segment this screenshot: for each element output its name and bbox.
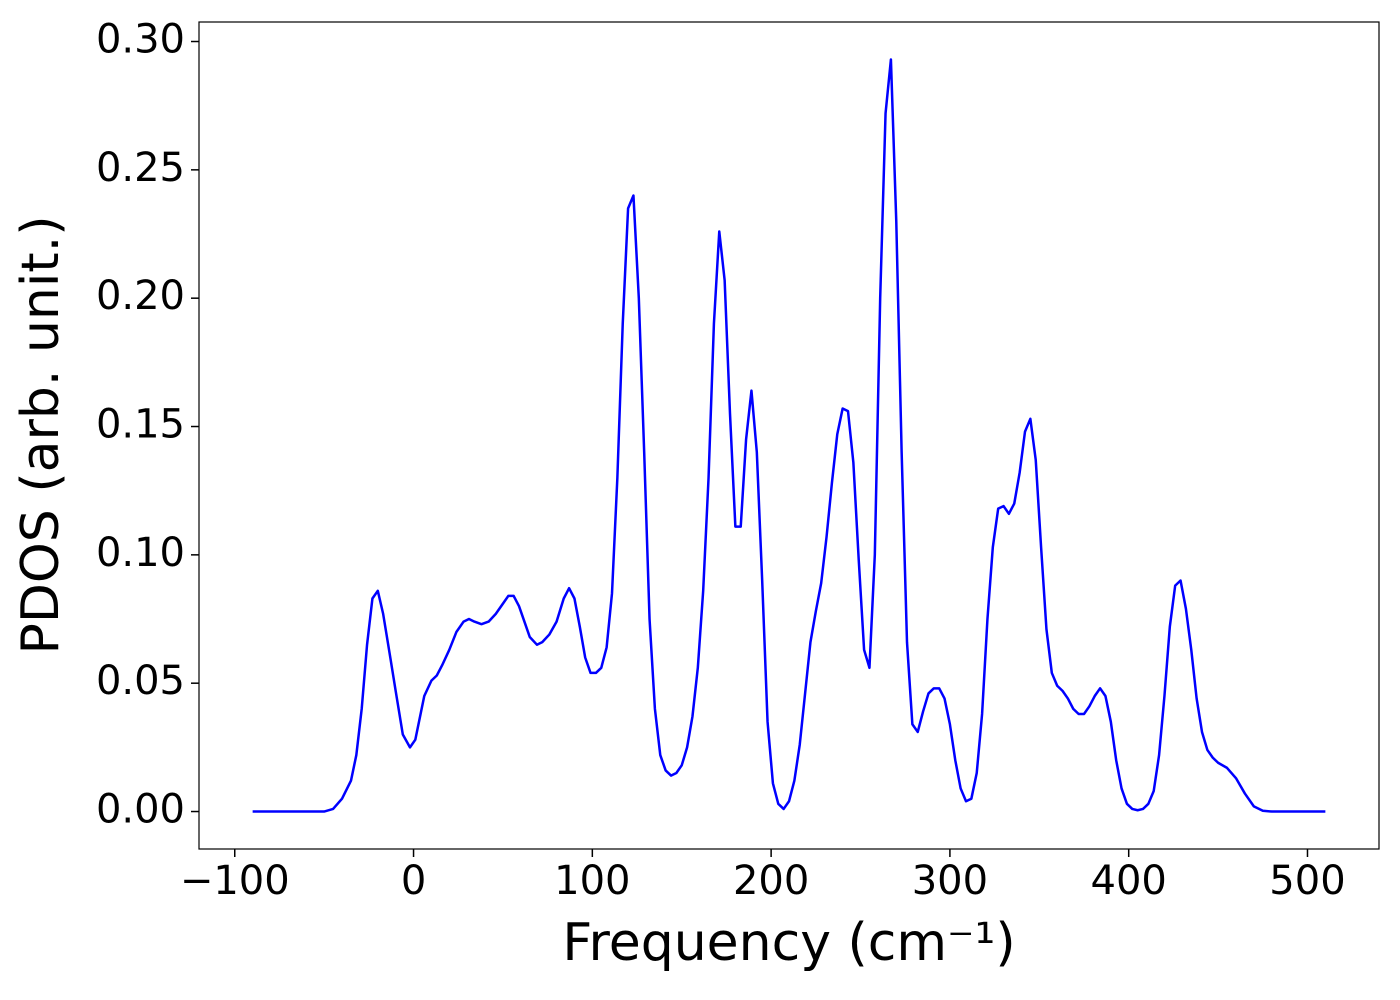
y-axis-label: PDOS (arb. unit.) [11,215,71,654]
y-tick-label: 0.30 [96,17,185,63]
line [252,58,1326,813]
x-tick-label: 0 [401,858,426,904]
x-tick-label: 200 [733,858,809,904]
x-tick-label: 100 [554,858,630,904]
y-tick-label: 0.25 [96,145,185,191]
y-tick-label: 0.10 [96,530,185,576]
x-axis-label: Frequency (cm⁻¹) [562,913,1015,973]
y-tick-label: 0.15 [96,402,185,448]
y-tick-label: 0.00 [96,787,185,833]
plot-frame [198,21,1380,850]
x-tick-label: 300 [912,858,988,904]
x-tick-label: 500 [1269,858,1345,904]
y-tick-label: 0.05 [96,658,185,704]
x-tick-label: −100 [180,858,290,904]
x-tick-label: 400 [1091,858,1167,904]
y-tick-label: 0.20 [96,273,185,319]
